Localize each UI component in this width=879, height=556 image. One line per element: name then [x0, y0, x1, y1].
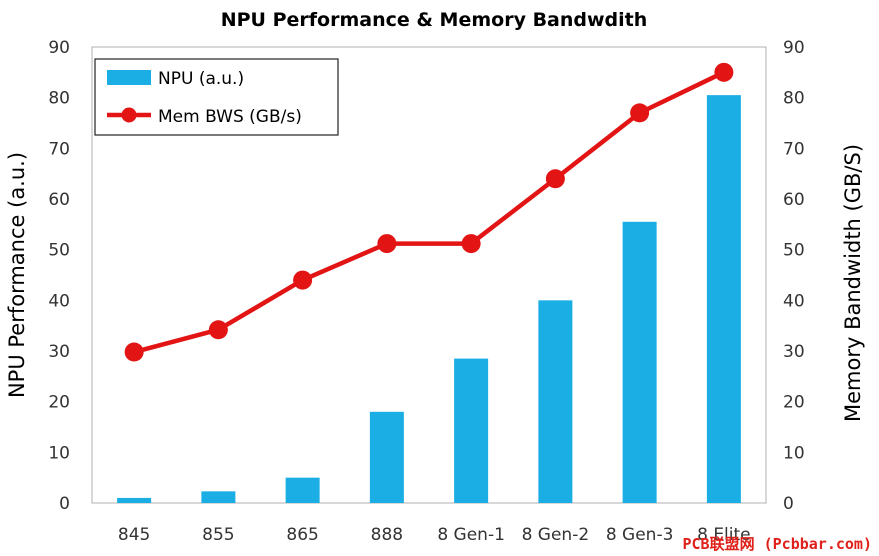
npu-bar: [706, 95, 741, 503]
mem-bws-line: [133, 70, 725, 355]
npu-bar: [538, 300, 573, 503]
npu-bar: [369, 411, 404, 503]
mem-bws-point: [714, 62, 734, 82]
npu-bar: [622, 221, 657, 504]
y-left-tick-label: 70: [48, 139, 70, 159]
y-left-tick-label: 30: [48, 342, 70, 362]
y-right-tick-label: 10: [783, 443, 805, 463]
mem-bws-point: [293, 270, 313, 290]
mem-bws-point: [461, 234, 481, 254]
y-right-tick-label: 90: [783, 38, 805, 58]
npu-bar: [201, 491, 236, 503]
legend-label-npu: NPU (a.u.): [158, 69, 244, 89]
y-right-tick-label: 60: [783, 190, 805, 210]
legend-swatch-npu: [107, 70, 151, 85]
y-right-tick-label: 20: [783, 393, 805, 413]
y-right-tick-label: 80: [783, 89, 805, 109]
y-right-tick-label: 30: [783, 342, 805, 362]
plot-frame: [91, 46, 767, 504]
y-right-tick-label: 70: [783, 139, 805, 159]
y-left-tick-label: 20: [48, 393, 70, 413]
legend-label-mem-bws: Mem BWS (GB/s): [158, 107, 302, 127]
y-left-tick-label: 50: [48, 241, 70, 261]
y-axis-right-ticks: 0 10 20 30 40 50 60 70 80 90: [783, 38, 805, 514]
mem-bws-point: [630, 103, 650, 123]
x-tick-label: 8 Gen-3: [606, 525, 674, 545]
x-axis-ticks: 845 855 865 888 8 Gen-1 8 Gen-2 8 Gen-3 8 Elite: [118, 525, 751, 545]
y-axis-right-title: Memory Bandwidth (GB/S): [841, 144, 865, 422]
y-right-tick-label: 40: [783, 291, 805, 311]
y-left-tick-label: 10: [48, 443, 70, 463]
y-right-tick-label: 50: [783, 241, 805, 261]
mem-bws-point: [545, 169, 565, 189]
mem-bws-point: [124, 342, 144, 362]
npu-bars: [117, 95, 741, 504]
y-right-tick-label: 0: [783, 494, 794, 514]
y-left-tick-label: 90: [48, 38, 70, 58]
x-tick-label: 845: [118, 525, 150, 545]
chart-title: NPU Performance & Memory Bandwdith: [221, 9, 648, 31]
npu-bar: [454, 358, 489, 503]
y-left-tick-label: 0: [59, 494, 70, 514]
x-tick-label: 8 Gen-2: [522, 525, 590, 545]
x-tick-label: 8 Gen-1: [437, 525, 505, 545]
mem-bws-point: [377, 234, 397, 254]
mem-bws-point: [208, 320, 228, 340]
mem-bws-line-series: [124, 62, 734, 362]
y-left-tick-label: 40: [48, 291, 70, 311]
y-left-tick-label: 80: [48, 89, 70, 109]
y-axis-left-ticks: 0 10 20 30 40 50 60 70 80 90: [48, 38, 70, 514]
npu-bar: [117, 497, 152, 503]
x-tick-label: 888: [371, 525, 403, 545]
legend-swatch-mem-bws-marker: [121, 107, 137, 123]
npu-bar: [285, 477, 320, 503]
x-tick-label: 865: [286, 525, 318, 545]
y-left-tick-label: 60: [48, 190, 70, 210]
legend: NPU (a.u.) Mem BWS (GB/s): [94, 58, 339, 136]
y-axis-left-title: NPU Performance (a.u.): [5, 152, 29, 398]
watermark-text: PCB联盟网 (Pcbbar.com): [683, 535, 873, 553]
x-tick-label: 855: [202, 525, 234, 545]
x-tick-label: 8 Elite: [697, 525, 751, 545]
